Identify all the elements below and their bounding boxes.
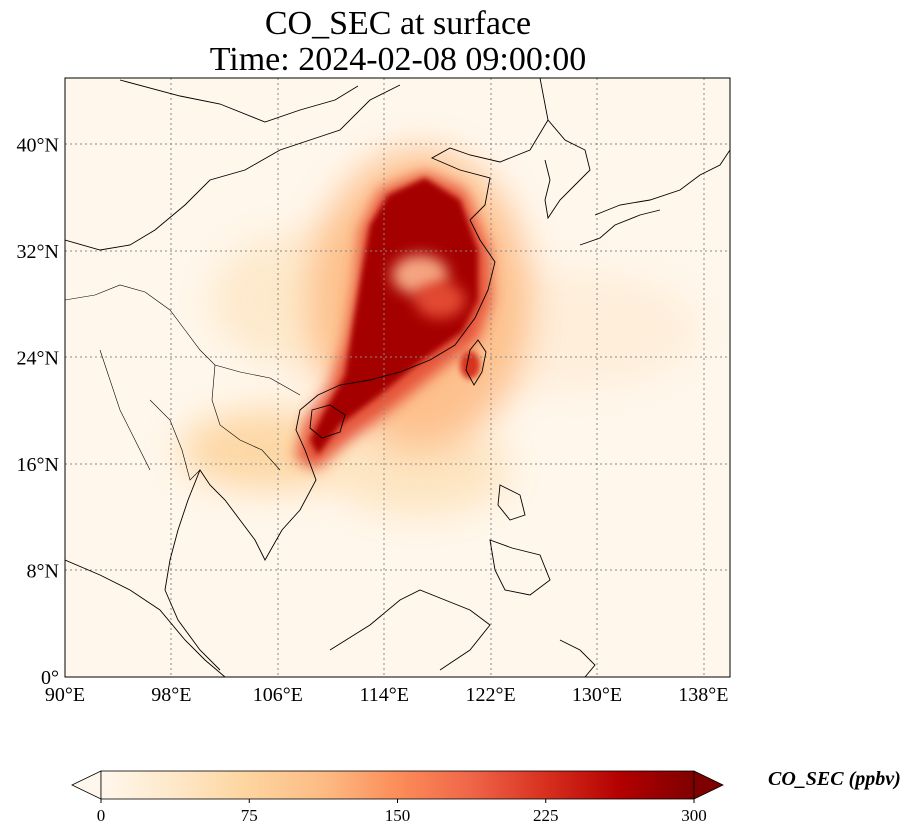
colorbar: 0 75 150 225 300 [71,770,724,825]
latitude-tick-label: 24°N [17,348,59,370]
colorbar-gradient [100,770,695,800]
colorbar-label: CO_SEC (ppbv) [768,768,901,790]
chart-subtitle: Time: 2024-02-08 09:00:00 [209,41,587,78]
longitude-tick-label: 98°E [151,684,191,706]
latitude-tick-label: 0° [41,667,59,689]
gridlines [65,78,730,677]
longitude-tick-labels: 90°E 98°E 106°E 114°E 122°E 130°E 138°E [45,684,729,706]
country-borders [65,284,301,481]
concentration-field [180,150,700,515]
chart-title: CO_SEC at surface [264,5,532,42]
longitude-tick-label: 106°E [253,684,303,706]
colorbar-tick-label: 225 [533,806,559,825]
latitude-tick-label: 16°N [17,454,59,476]
colorbar-extend-high [693,770,724,800]
longitude-tick-label: 138°E [678,684,728,706]
colorbar-extend-low [71,770,102,800]
colorbar-tick-label: 75 [241,806,258,825]
latitude-tick-label: 32°N [17,241,59,263]
latitude-tick-labels: 0° 8°N 16°N 24°N 32°N 40°N [17,135,59,689]
longitude-tick-label: 122°E [465,684,515,706]
colorbar-tick-label: 0 [97,806,106,825]
longitude-tick-label: 90°E [45,684,85,706]
latitude-tick-label: 8°N [27,561,59,583]
longitude-tick-label: 130°E [572,684,622,706]
latitude-tick-label: 40°N [17,135,59,157]
map-frame [64,77,731,678]
colorbar-tick-labels: 0 75 150 225 300 [97,799,707,825]
colorbar-tick-label: 300 [681,806,707,825]
colorbar-tick-label: 150 [385,806,411,825]
coastlines [65,78,730,677]
longitude-tick-label: 114°E [359,684,408,706]
